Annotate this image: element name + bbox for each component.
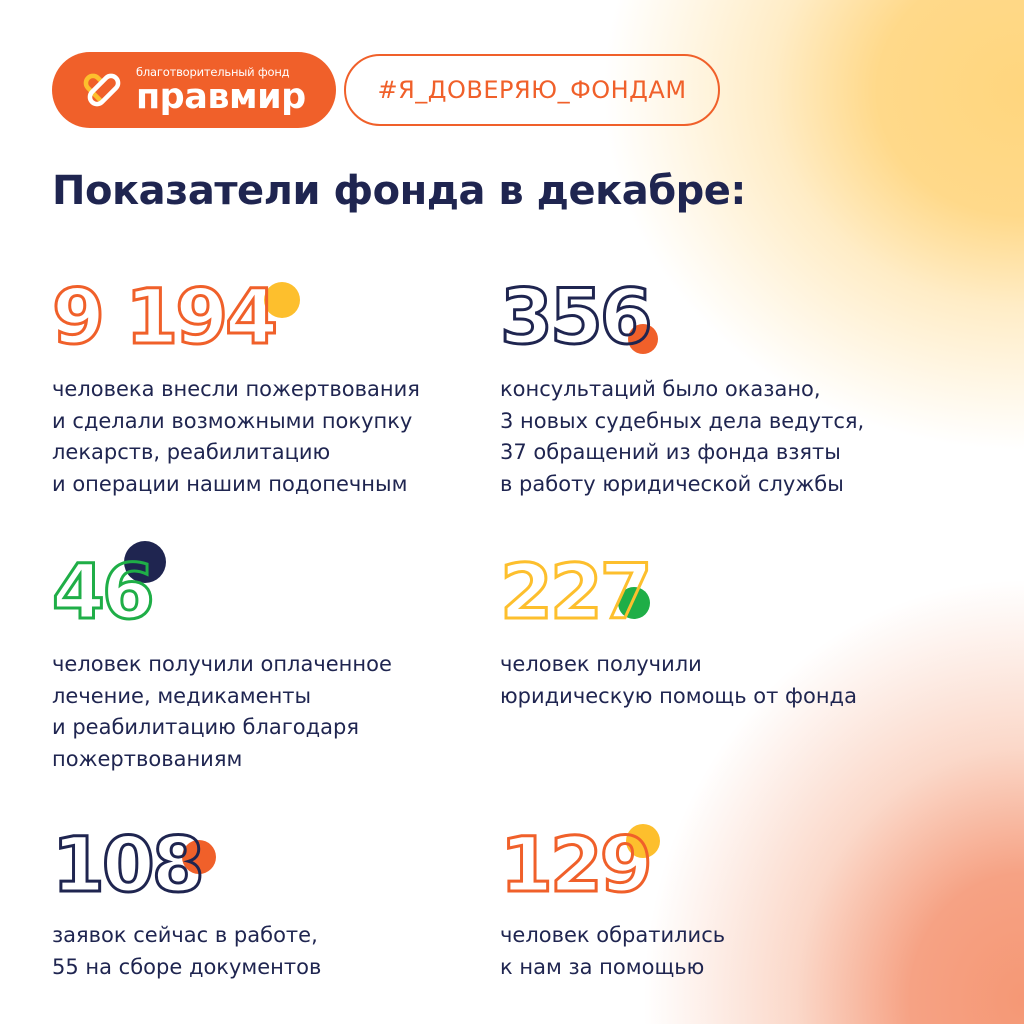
stat-description: человек обратились к нам за помощью bbox=[500, 923, 726, 979]
stat-description: человек получили оплаченное лечение, мед… bbox=[52, 652, 392, 771]
logo-subtitle: благотворительный фонд bbox=[136, 64, 290, 79]
accent-dot bbox=[618, 587, 650, 619]
stat-applications: 108 заявок сейчас в работе, 55 на сборе … bbox=[51, 819, 482, 983]
hashtag-text: #Я_ДОВЕРЯЮ_ФОНДАМ bbox=[377, 76, 687, 104]
stat-number: 356 bbox=[499, 271, 655, 363]
stat-number: 108 bbox=[51, 819, 207, 911]
stat-number: 9 194 bbox=[51, 271, 280, 363]
pravmir-logo[interactable]: благотворительный фонд правмир bbox=[52, 52, 336, 128]
linked-hearts-icon bbox=[83, 73, 121, 107]
stat-number-wrap: 227 bbox=[499, 546, 930, 638]
hashtag-pill[interactable]: #Я_ДОВЕРЯЮ_ФОНДАМ bbox=[344, 54, 720, 126]
stat-number: 46 bbox=[51, 546, 157, 638]
stat-number: 227 bbox=[499, 546, 655, 638]
stat-number-wrap: 129 bbox=[499, 819, 930, 911]
stat-description: заявок сейчас в работе, 55 на сборе доку… bbox=[52, 923, 322, 979]
header: благотворительный фонд правмир #Я_ДОВЕРЯ… bbox=[52, 52, 720, 128]
stat-description: консультаций было оказано, 3 новых судеб… bbox=[500, 377, 865, 496]
accent-dot bbox=[628, 324, 658, 354]
stat-requests: 129 человек обратились к нам за помощью bbox=[499, 819, 930, 983]
stat-number-wrap: 9 194 bbox=[51, 271, 482, 363]
stat-description: человека внесли пожертвования и сделали … bbox=[52, 377, 420, 496]
accent-dot bbox=[124, 541, 166, 583]
logo-text: благотворительный фонд правмир bbox=[136, 64, 306, 117]
stat-legal-help: 227 человек получили юридическую помощь … bbox=[499, 546, 930, 712]
stat-number-wrap: 356 bbox=[499, 271, 930, 363]
stat-description: человек получили юридическую помощь от ф… bbox=[500, 652, 857, 708]
page-title: Показатели фонда в декабре: bbox=[52, 168, 746, 214]
stat-donors: 9 194 человека внесли пожертвования и сд… bbox=[51, 271, 482, 500]
stat-consultations: 356 консультаций было оказано, 3 новых с… bbox=[499, 271, 930, 500]
stat-number-wrap: 108 bbox=[51, 819, 482, 911]
logo-name: правмир bbox=[136, 76, 306, 117]
accent-dot bbox=[182, 840, 216, 874]
accent-dot bbox=[626, 824, 660, 858]
stat-number-wrap: 46 bbox=[51, 541, 482, 638]
stat-treated: 46 человек получили оплаченное лечение, … bbox=[51, 541, 482, 775]
accent-dot bbox=[264, 282, 300, 318]
stat-number: 129 bbox=[499, 819, 655, 911]
